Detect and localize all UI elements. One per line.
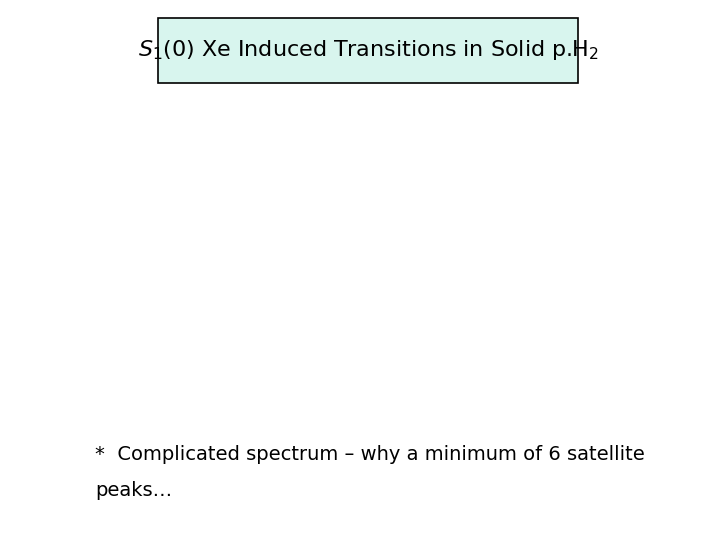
Text: *  Complicated spectrum – why a minimum of 6 satellite: * Complicated spectrum – why a minimum o… xyxy=(95,446,644,464)
Text: peaks…: peaks… xyxy=(95,481,172,500)
FancyBboxPatch shape xyxy=(158,18,578,83)
Text: $S_1$(0) Xe Induced Transitions in Solid p.H$_2$: $S_1$(0) Xe Induced Transitions in Solid… xyxy=(138,38,598,63)
